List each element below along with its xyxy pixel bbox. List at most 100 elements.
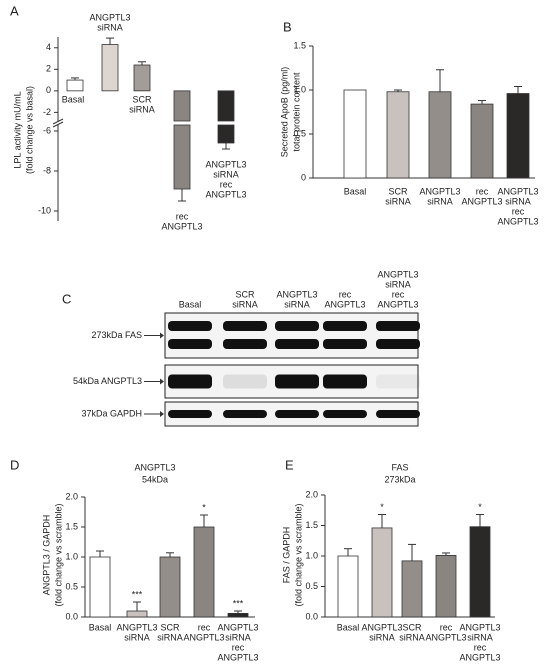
band — [223, 410, 267, 418]
y-tick-label: -10 — [38, 205, 51, 215]
band — [323, 339, 367, 349]
bar — [227, 613, 249, 618]
axis-break — [52, 118, 64, 125]
chart-title: 54kDa — [142, 474, 168, 484]
x-tick-label: Basal — [89, 622, 112, 632]
x-tick-label: Basal — [344, 186, 367, 196]
y-tick-label: 2.0 — [305, 489, 318, 499]
y-tick-label: 1.5 — [305, 520, 318, 530]
band — [376, 321, 420, 331]
band — [223, 321, 267, 331]
row-label: 273kDa FAS — [91, 330, 142, 340]
y-tick-label: 1.0 — [305, 550, 318, 560]
x-tick-label: siRNA — [213, 169, 239, 179]
significance: * — [380, 502, 384, 512]
x-tick-label: ANGPTL3 — [205, 159, 246, 169]
y-axis-label: (fold change vs basal) — [24, 86, 34, 174]
band — [168, 339, 212, 349]
bar — [371, 527, 393, 618]
bar — [343, 89, 367, 179]
bar — [435, 554, 457, 618]
band — [323, 410, 367, 418]
x-tick-label: ANGPTL3 — [497, 186, 538, 196]
x-tick-label: siRNA — [385, 196, 411, 206]
x-tick-label: rec — [474, 642, 487, 652]
y-tick-label: 0.5 — [305, 581, 318, 591]
x-tick-label: siRNA — [129, 104, 155, 114]
lane-label: ANGPTL3 — [377, 299, 418, 309]
band — [275, 339, 319, 349]
y-tick-label: 2.0 — [65, 491, 78, 501]
x-tick-label: rec — [232, 642, 245, 652]
band — [275, 374, 319, 389]
x-tick-label: siRNA — [427, 196, 453, 206]
panel-label: A — [10, 3, 19, 18]
band — [223, 374, 267, 389]
x-tick-label: siRNA — [505, 196, 531, 206]
y-tick-label: -6 — [43, 125, 51, 135]
x-tick-label: ANGPTL3 — [205, 189, 246, 199]
y-tick-label: 0 — [301, 172, 306, 182]
row-arrowhead — [160, 411, 164, 417]
x-tick-label: SCR — [388, 186, 408, 196]
bar — [470, 103, 494, 179]
y-axis-label: LPL activity mU/mL — [12, 91, 22, 168]
lane-label: ANGPTL3 — [276, 289, 317, 299]
y-tick-label: 0.0 — [65, 611, 78, 621]
significance: * — [202, 502, 206, 512]
x-tick-label: ANGPTL3 — [183, 632, 224, 642]
row-label: 37kDa GAPDH — [81, 408, 142, 418]
x-tick-label: ANGPTL3 — [459, 622, 500, 632]
lane-label: Basal — [179, 299, 202, 309]
x-tick-label: Basal — [62, 94, 85, 104]
y-tick-label: 0.0 — [305, 611, 318, 621]
x-tick-label: ANGPTL3 — [217, 652, 258, 662]
x-tick-label: rec — [220, 179, 233, 189]
x-tick-label: ANGPTL3 — [161, 221, 202, 231]
band — [275, 321, 319, 331]
panel-label: C — [62, 291, 71, 306]
y-axis-label: Secreted ApoB (pg/ml) — [279, 67, 289, 158]
x-tick-label: siRNA — [97, 22, 123, 32]
band — [376, 374, 420, 389]
chart-title: FAS — [391, 462, 408, 472]
significance: * — [478, 502, 482, 512]
y-tick-label: 2 — [46, 64, 51, 74]
x-tick-label: ANGPTL3 — [461, 196, 502, 206]
chart-title: ANGPTL3 — [134, 462, 175, 472]
band — [168, 321, 212, 331]
x-tick-label: SCR — [132, 94, 152, 104]
bar — [469, 526, 491, 618]
y-tick-label: 1.5 — [65, 521, 78, 531]
bar — [133, 64, 151, 92]
band — [323, 374, 367, 389]
x-tick-label: siRNA — [369, 632, 395, 642]
lane-label: rec — [392, 289, 405, 299]
bar — [506, 93, 530, 179]
bar-lower — [173, 124, 191, 190]
lane-label: ANGPTL3 — [324, 299, 365, 309]
y-tick-label: 1.0 — [293, 84, 306, 94]
band — [275, 410, 319, 418]
y-axis-label: ANGPTL3 / GAPDH — [41, 515, 51, 596]
x-tick-label: SCR — [402, 622, 422, 632]
y-axis-label: total protein content — [291, 72, 301, 152]
y-axis-label: (fold change vs scramble) — [293, 503, 303, 606]
lane-label: ANGPTL3 — [377, 269, 418, 279]
panel-label: E — [285, 457, 294, 472]
bar — [428, 91, 452, 179]
y-tick-label: 0.5 — [293, 128, 306, 138]
row-arrowhead — [160, 378, 164, 385]
y-tick-label: 1.0 — [65, 551, 78, 561]
band — [168, 374, 212, 389]
significance: *** — [132, 589, 143, 599]
panel-label: B — [283, 19, 292, 34]
x-tick-label: rec — [512, 206, 525, 216]
band — [376, 339, 420, 349]
y-tick-label: 0.5 — [65, 581, 78, 591]
x-tick-label: siRNA — [225, 632, 251, 642]
y-tick-label: 4 — [46, 42, 51, 52]
bar-lower — [217, 124, 235, 144]
band — [376, 410, 420, 418]
